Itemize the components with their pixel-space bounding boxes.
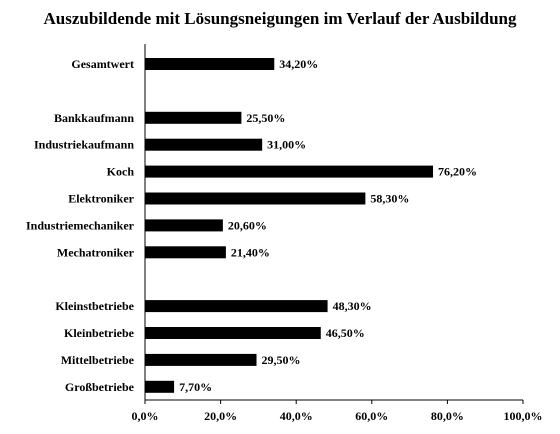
category-label: Kleinbetriebe	[64, 326, 135, 340]
bar	[145, 380, 175, 393]
bar	[145, 165, 434, 178]
data-label: 46,50%	[326, 326, 365, 340]
category-label: Industriemechaniker	[26, 218, 135, 232]
category-label: Industriekaufmann	[34, 138, 134, 152]
bar	[145, 192, 366, 205]
x-tick-label: 100,0%	[504, 409, 543, 423]
x-tick-label: 0,0%	[132, 409, 159, 423]
category-label: Bankkaufmann	[54, 111, 134, 125]
data-label: 7,70%	[179, 380, 212, 394]
data-label: 48,30%	[333, 299, 372, 313]
category-label: Elektroniker	[68, 192, 134, 206]
bar	[145, 327, 321, 339]
chart-title: Auszubildende mit Lösungsneigungen im Ve…	[43, 9, 517, 28]
x-tick-label: 80,0%	[431, 409, 464, 423]
category-label: Mechatroniker	[57, 245, 135, 259]
category-label: Koch	[107, 165, 135, 179]
data-label: 76,20%	[438, 165, 477, 179]
bar	[145, 246, 226, 259]
bar	[145, 300, 328, 313]
data-label: 25,50%	[246, 111, 285, 125]
bar	[145, 219, 223, 232]
x-tick-label: 20,0%	[204, 409, 237, 423]
x-tick-label: 40,0%	[280, 409, 313, 423]
category-label: Mittelbetriebe	[61, 353, 135, 367]
data-label: 29,50%	[262, 353, 301, 367]
data-label: 34,20%	[279, 57, 318, 71]
x-tick-label: 60,0%	[355, 409, 388, 423]
data-label: 58,30%	[370, 192, 409, 206]
bar	[145, 58, 275, 70]
bar	[145, 138, 263, 151]
category-label: Großbetriebe	[65, 380, 135, 394]
bar	[145, 111, 242, 124]
data-label: 20,60%	[228, 218, 267, 232]
bar	[145, 353, 257, 366]
category-label: Gesamtwert	[71, 57, 134, 71]
category-label: Kleinstbetriebe	[55, 299, 134, 313]
data-label: 31,00%	[267, 138, 306, 152]
data-label: 21,40%	[231, 245, 270, 259]
